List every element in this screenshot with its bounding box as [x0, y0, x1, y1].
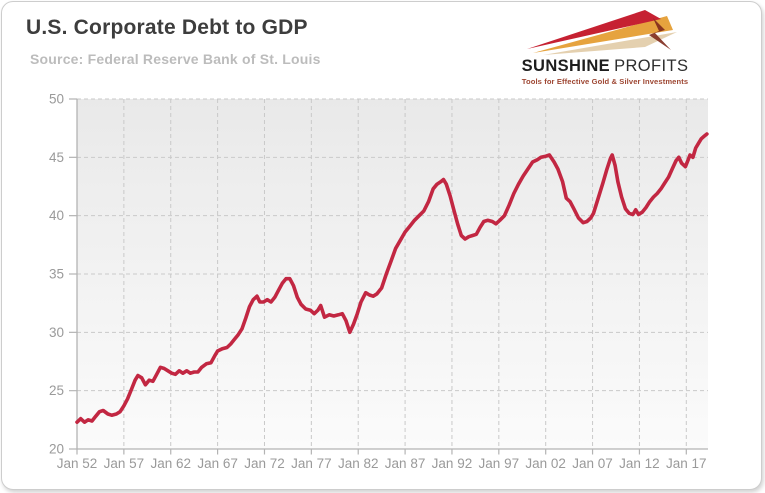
svg-text:Jan 87: Jan 87: [385, 456, 426, 471]
logo-name: SUNSHINE PROFITS: [519, 57, 691, 75]
svg-text:50: 50: [49, 92, 64, 107]
logo-rays-icon: [527, 10, 677, 55]
svg-text:Jan 62: Jan 62: [150, 456, 191, 471]
chart-source-label: Source: Federal Reserve Bank of St. Loui…: [30, 51, 321, 67]
svg-text:45: 45: [49, 150, 64, 165]
svg-text:Jan 02: Jan 02: [525, 456, 566, 471]
svg-text:35: 35: [49, 267, 64, 282]
svg-text:Jan 52: Jan 52: [57, 456, 98, 471]
svg-text:30: 30: [49, 325, 64, 340]
svg-text:Jan 12: Jan 12: [619, 456, 660, 471]
svg-text:Jan 72: Jan 72: [244, 456, 285, 471]
svg-text:Jan 67: Jan 67: [197, 456, 238, 471]
page-title: U.S. Corporate Debt to GDP: [26, 16, 308, 39]
logo-name-primary: SUNSHINE: [521, 57, 611, 75]
svg-text:Jan 92: Jan 92: [432, 456, 473, 471]
svg-text:Jan 82: Jan 82: [338, 456, 379, 471]
svg-text:Jan 97: Jan 97: [479, 456, 520, 471]
logo-tagline: Tools for Effective Gold & Silver Invest…: [521, 76, 689, 86]
svg-text:40: 40: [49, 208, 64, 223]
svg-text:Jan 07: Jan 07: [572, 456, 613, 471]
svg-text:20: 20: [49, 442, 64, 457]
logo-name-secondary: PROFITS: [614, 57, 689, 75]
sunshine-profits-logo: SUNSHINE PROFITS Tools for Effective Gold…: [519, 8, 691, 86]
svg-text:Jan 57: Jan 57: [104, 456, 145, 471]
svg-text:25: 25: [49, 383, 64, 398]
svg-text:Jan 77: Jan 77: [291, 456, 332, 471]
svg-text:Jan 17: Jan 17: [666, 456, 707, 471]
